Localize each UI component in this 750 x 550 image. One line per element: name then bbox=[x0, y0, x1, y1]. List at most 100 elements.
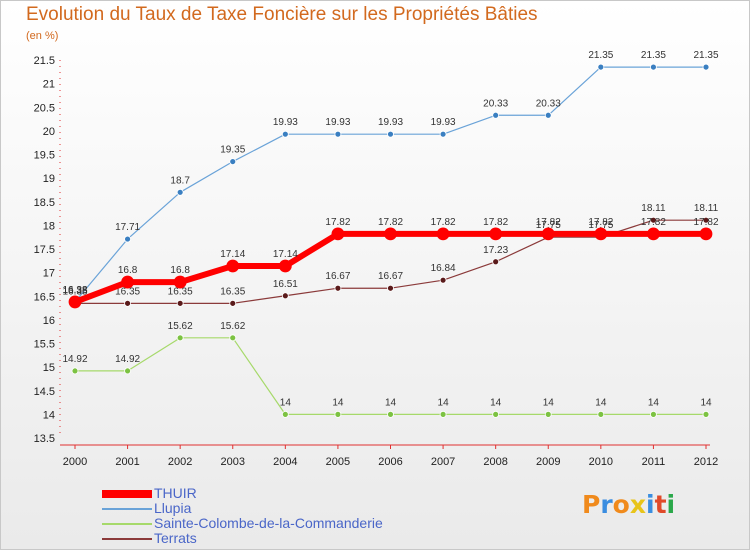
data-point bbox=[176, 299, 184, 307]
legend-label: Terrats bbox=[154, 530, 197, 546]
y-tick-label: 20.5 bbox=[34, 102, 55, 114]
data-point bbox=[229, 334, 237, 342]
data-label: 17.82 bbox=[483, 217, 508, 228]
logo-letter: i bbox=[666, 490, 676, 519]
data-point bbox=[702, 63, 710, 71]
data-label: 14 bbox=[490, 397, 502, 408]
x-tick-label: 2012 bbox=[694, 456, 718, 468]
data-label: 16.67 bbox=[325, 271, 350, 282]
data-label: 17.82 bbox=[693, 217, 718, 228]
data-point bbox=[702, 216, 710, 224]
data-point bbox=[173, 275, 187, 289]
data-point bbox=[597, 63, 605, 71]
data-label: 16.8 bbox=[170, 265, 190, 276]
data-point bbox=[439, 410, 447, 418]
data-label: 14 bbox=[438, 397, 450, 408]
y-tick-label: 19 bbox=[43, 173, 55, 185]
data-label: 16.35 bbox=[115, 286, 140, 297]
x-tick-label: 2009 bbox=[536, 456, 560, 468]
x-tick-label: 2003 bbox=[221, 456, 245, 468]
data-point bbox=[544, 410, 552, 418]
data-point bbox=[650, 216, 657, 224]
y-tick-label: 13.5 bbox=[34, 433, 55, 445]
data-label: 14 bbox=[280, 397, 292, 408]
data-label: 19.93 bbox=[273, 117, 298, 128]
data-label: 17.82 bbox=[325, 217, 350, 228]
x-tick-label: 2006 bbox=[378, 456, 402, 468]
data-label: 14 bbox=[543, 397, 555, 408]
data-label: 15.62 bbox=[220, 321, 245, 332]
data-label: 16.84 bbox=[431, 263, 456, 274]
logo-letter: P bbox=[582, 490, 601, 519]
data-label: 17.71 bbox=[115, 222, 140, 233]
legend-swatch bbox=[102, 508, 152, 510]
data-point bbox=[541, 227, 555, 241]
data-point bbox=[647, 227, 660, 241]
data-point bbox=[124, 367, 131, 375]
data-label: 17.82 bbox=[588, 217, 613, 228]
y-tick-label: 19.5 bbox=[34, 150, 55, 162]
legend-swatch bbox=[102, 523, 152, 525]
y-tick-label: 15.5 bbox=[34, 339, 55, 351]
data-point bbox=[489, 227, 503, 241]
data-label: 20.33 bbox=[483, 98, 508, 109]
x-tick-label: 2004 bbox=[273, 456, 297, 468]
data-label: 14 bbox=[385, 397, 397, 408]
data-label: 19.35 bbox=[220, 145, 245, 156]
x-tick-label: 2011 bbox=[642, 456, 666, 468]
data-label: 15.62 bbox=[168, 321, 193, 332]
data-point bbox=[124, 235, 131, 243]
data-label: 16.67 bbox=[378, 271, 403, 282]
data-point bbox=[594, 227, 608, 241]
data-label: 20.33 bbox=[536, 98, 561, 109]
data-label: 21.35 bbox=[641, 50, 666, 61]
data-label: 14.92 bbox=[62, 354, 87, 365]
x-tick-label: 2000 bbox=[63, 456, 87, 468]
legend-label: THUIR bbox=[154, 485, 197, 501]
data-point bbox=[229, 299, 237, 307]
data-point bbox=[334, 284, 342, 292]
data-point bbox=[71, 367, 79, 375]
y-tick-label: 15 bbox=[43, 362, 55, 374]
y-tick-label: 16 bbox=[43, 315, 55, 327]
y-tick-label: 18.5 bbox=[34, 197, 55, 209]
y-tick-label: 14.5 bbox=[34, 386, 55, 398]
data-label: 18.7 bbox=[170, 175, 190, 186]
y-tick-label: 20 bbox=[43, 126, 55, 138]
data-point bbox=[176, 334, 184, 342]
x-tick-label: 2001 bbox=[115, 456, 139, 468]
data-label: 17.14 bbox=[220, 249, 245, 260]
data-label: 14.92 bbox=[115, 354, 140, 365]
data-label: 16.38 bbox=[62, 285, 87, 296]
unit-label: (en %) bbox=[26, 30, 59, 42]
data-point bbox=[492, 258, 500, 266]
data-label: 18.11 bbox=[694, 203, 719, 214]
data-point bbox=[229, 158, 237, 165]
y-tick-label: 17 bbox=[43, 268, 55, 280]
data-point bbox=[121, 275, 134, 289]
legend-label: Sainte-Colombe-de-la-Commanderie bbox=[154, 515, 383, 531]
data-point bbox=[176, 188, 184, 196]
data-label: 14 bbox=[648, 397, 660, 408]
data-point bbox=[492, 111, 500, 119]
data-label: 16.35 bbox=[62, 286, 87, 297]
logo-letter: x bbox=[629, 490, 646, 519]
data-point bbox=[331, 227, 345, 241]
line-chart: 13.5 14 14.5 15 15.5 16 16.5 17 17.5 18 18.5 19 19.5… bbox=[34, 50, 719, 468]
data-label: 16.51 bbox=[273, 279, 298, 290]
data-point bbox=[281, 292, 289, 300]
data-point bbox=[439, 276, 447, 284]
x-tick-label: 2007 bbox=[431, 456, 455, 468]
legend-label: Llupia bbox=[154, 500, 192, 516]
data-label: 14 bbox=[332, 397, 344, 408]
data-label: 17.75 bbox=[588, 220, 613, 231]
data-point bbox=[226, 259, 240, 273]
data-label: 19.93 bbox=[431, 117, 456, 128]
data-point bbox=[492, 410, 500, 418]
data-point bbox=[702, 410, 710, 418]
data-label: 17.75 bbox=[536, 220, 561, 231]
x-tick-label: 2005 bbox=[326, 456, 350, 468]
data-label: 14 bbox=[595, 397, 607, 408]
data-label: 16.8 bbox=[118, 265, 138, 276]
data-label: 14 bbox=[700, 397, 712, 408]
